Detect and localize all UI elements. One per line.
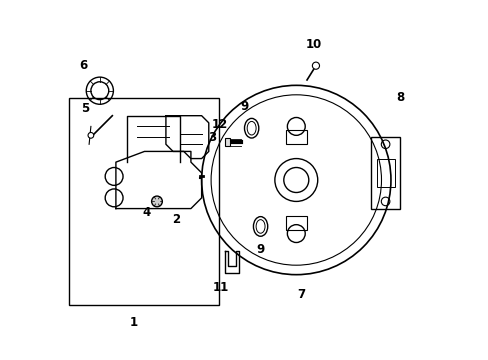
Bar: [376, 158, 394, 187]
Bar: [69, 98, 219, 305]
Text: 5: 5: [81, 102, 89, 115]
Text: 4: 4: [142, 206, 150, 219]
Text: 9: 9: [240, 100, 248, 113]
Bar: [285, 130, 306, 144]
Text: 8: 8: [395, 91, 403, 104]
Text: 7: 7: [297, 288, 305, 301]
Bar: [370, 137, 399, 208]
Bar: [285, 216, 306, 230]
Text: 12: 12: [211, 118, 227, 131]
Circle shape: [88, 132, 94, 138]
Text: 9: 9: [256, 243, 264, 256]
Circle shape: [312, 62, 319, 69]
Text: 2: 2: [172, 213, 181, 226]
Text: 1: 1: [129, 316, 138, 329]
Text: 10: 10: [305, 38, 322, 51]
Text: 6: 6: [80, 59, 88, 72]
Text: 3: 3: [208, 131, 216, 144]
Bar: [224, 138, 230, 146]
Circle shape: [151, 196, 162, 207]
Text: 11: 11: [213, 281, 229, 294]
